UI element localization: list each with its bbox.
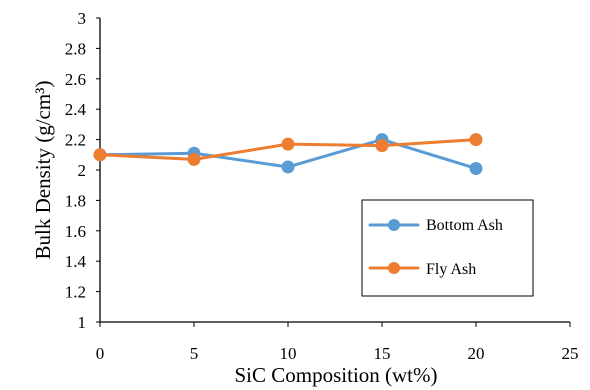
data-point-fly-ash <box>93 148 107 162</box>
data-point-fly-ash <box>375 139 389 153</box>
x-tick-label: 20 <box>468 344 485 363</box>
legend-box <box>361 199 534 297</box>
y-tick-label: 2.4 <box>65 100 87 119</box>
data-point-fly-ash <box>469 133 483 147</box>
y-tick-label: 2.2 <box>65 131 86 150</box>
x-tick-label: 10 <box>280 344 297 363</box>
y-tick-label: 1.4 <box>65 252 87 271</box>
y-tick-label: 1.6 <box>65 222 86 241</box>
legend-marker-bottom-ash <box>388 219 400 231</box>
legend-marker-fly-ash <box>388 262 400 274</box>
y-tick-label: 2 <box>78 161 87 180</box>
series-layer <box>93 133 483 175</box>
y-tick-label: 3 <box>78 9 87 28</box>
legend-label-fly-ash: Fly Ash <box>426 261 476 278</box>
x-tick-labels: 0 5 10 15 20 25 <box>96 322 579 363</box>
y-tick-label: 2.6 <box>65 70 86 89</box>
data-point-fly-ash <box>187 152 201 166</box>
x-tick-label: 25 <box>562 344 579 363</box>
data-point-bottom-ash <box>281 160 295 174</box>
legend-label-bottom-ash: Bottom Ash <box>426 217 503 234</box>
y-tick-labels: 1 1.2 1.4 1.6 1.8 2 2.2 2.4 2.6 2.8 3 <box>65 9 100 332</box>
y-tick-label: 1.8 <box>65 191 86 210</box>
y-axis-title: Bulk Density (g/cm³) <box>31 81 55 260</box>
data-point-fly-ash <box>281 137 295 151</box>
data-point-bottom-ash <box>469 161 483 175</box>
legend: Bottom Ash Fly Ash <box>361 199 534 297</box>
y-tick-label: 2.8 <box>65 39 86 58</box>
y-tick-label: 1.2 <box>65 283 86 302</box>
x-tick-label: 5 <box>190 344 199 363</box>
y-tick-label: 1 <box>78 313 87 332</box>
x-axis-title: SiC Composition (wt%) <box>234 363 437 387</box>
x-tick-label: 0 <box>96 344 105 363</box>
x-tick-label: 15 <box>374 344 391 363</box>
